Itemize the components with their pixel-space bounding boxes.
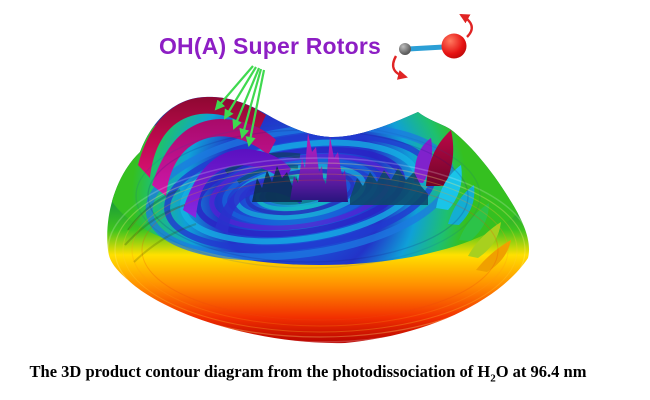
pointer-arrow	[214, 65, 254, 111]
pointer-arrow	[232, 67, 261, 130]
fin-orange	[476, 240, 511, 272]
fin-cyan-upper	[436, 165, 462, 210]
h-atom-icon	[399, 43, 411, 55]
pointer-arrows	[214, 65, 266, 147]
pointer-arrow	[245, 69, 266, 147]
oh-bond	[405, 44, 447, 52]
fin-crimson	[426, 130, 454, 186]
caption-text-before-subscript: The 3D product contour diagram from the …	[29, 362, 491, 381]
surface-detail-layers	[107, 96, 530, 343]
caption-subscript: 2	[490, 372, 496, 385]
rotation-arrow-top-icon	[459, 13, 473, 38]
figure-caption: The 3D product contour diagram from the …	[30, 362, 587, 384]
fin-green	[459, 203, 489, 241]
pointer-arrow	[223, 66, 257, 120]
fin-cyan-lower	[448, 185, 475, 225]
annotation-label-super-rotors: OH(A) Super Rotors	[158, 33, 382, 59]
spike-left	[290, 133, 325, 200]
fin-yellow	[468, 222, 501, 258]
spike-right	[318, 137, 348, 202]
jagged-mass-left	[252, 166, 302, 202]
rotation-arrow-bottom-icon	[391, 55, 408, 80]
ridge-crest-purple	[183, 149, 291, 218]
caption-text-after-subscript: O at 96.4 nm	[495, 362, 587, 381]
ridge-crest-crimson	[138, 96, 266, 178]
left-slope-feathers	[124, 189, 197, 263]
o-atom-icon	[441, 33, 467, 59]
skirt-striations	[107, 123, 530, 343]
pointer-arrow	[239, 68, 263, 139]
oh-molecule-icon	[391, 13, 473, 80]
jagged-ridge-right	[350, 168, 428, 205]
fin-purple	[414, 138, 433, 183]
